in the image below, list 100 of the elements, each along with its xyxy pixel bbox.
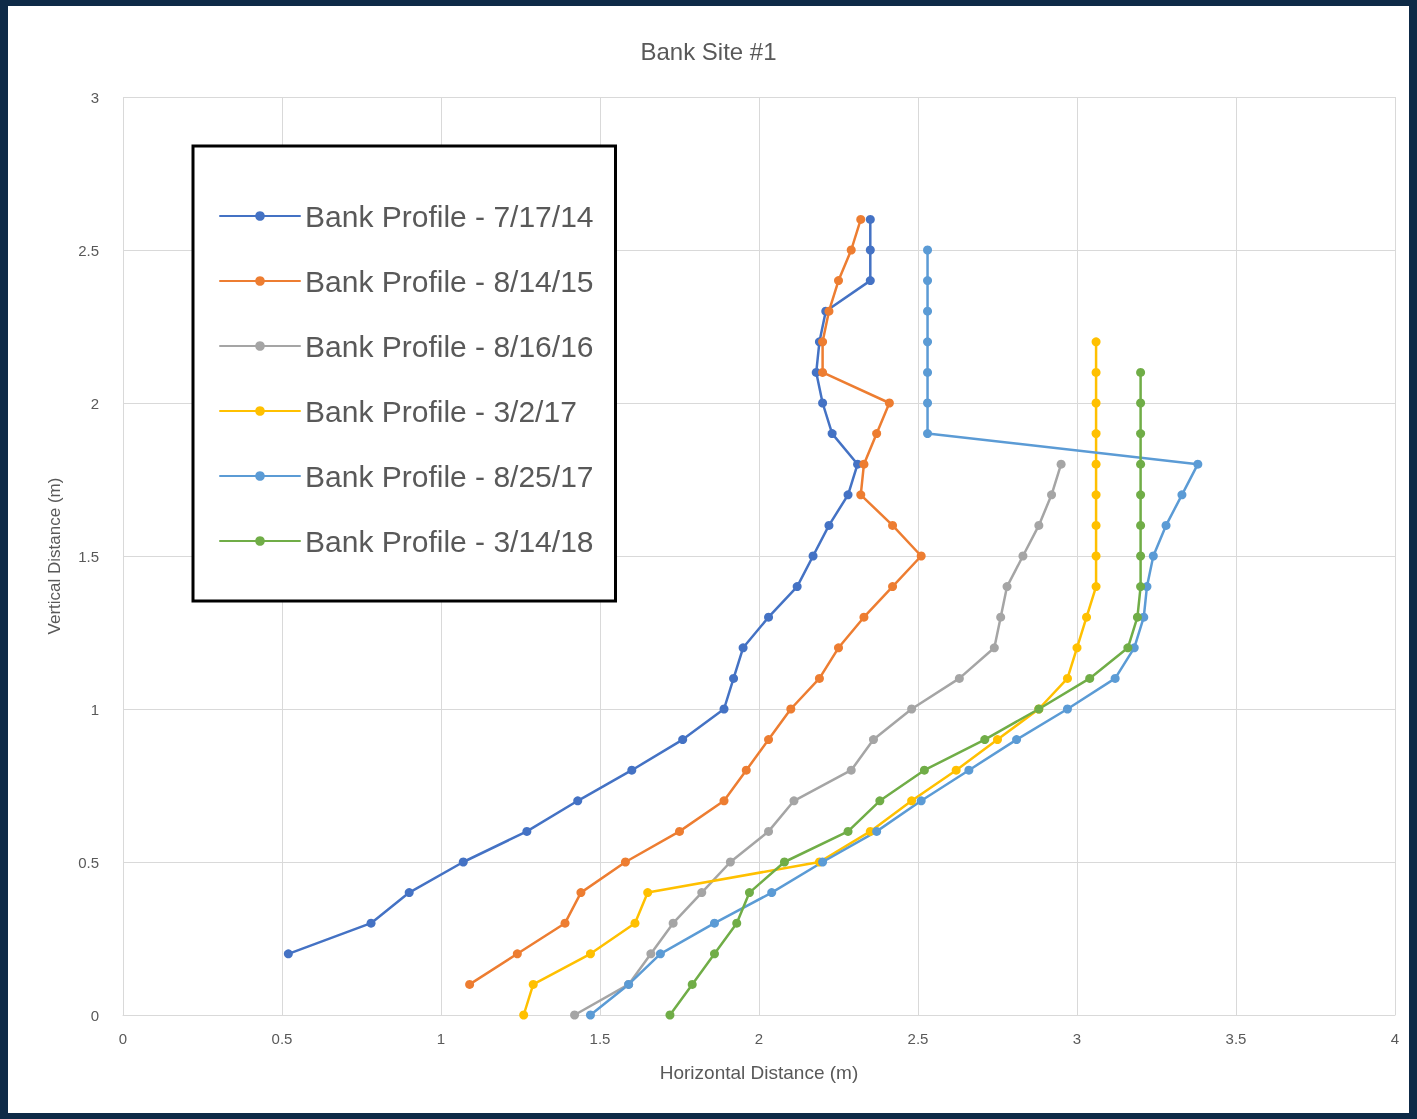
point [884,398,894,408]
y-tick-label: 0.5 [78,853,99,871]
point [1091,490,1101,500]
point [573,796,583,806]
point [1091,520,1101,530]
point [1091,429,1101,439]
x-tick-label: 0 [118,1030,128,1047]
point [923,245,933,255]
point [1018,551,1028,561]
point [404,888,414,898]
point [856,214,866,224]
y-tick-label: 3 [90,88,99,106]
point [1136,429,1146,439]
y-tick-label: 1.5 [78,547,99,565]
y-tick-label: 0 [90,1006,99,1024]
point [888,520,898,530]
point [824,520,834,530]
point [283,949,293,959]
point [1136,459,1146,469]
point [923,398,933,408]
point [1136,520,1146,530]
point [856,490,866,500]
x-tick-label: 2 [754,1030,764,1047]
point [1062,704,1072,714]
x-tick-label: 1 [436,1030,446,1047]
point [818,337,828,347]
point [996,612,1006,622]
point [1091,582,1101,592]
x-tick-label: 0.5 [271,1030,293,1047]
point [1161,520,1171,530]
point [764,735,774,745]
point [818,857,828,867]
x-tick-label: 1.5 [589,1030,611,1047]
point [786,704,796,714]
point [522,826,532,836]
point [725,857,735,867]
point [779,857,789,867]
point [814,673,824,683]
point [585,1010,595,1020]
point [1148,551,1158,561]
y-tick-label: 2.5 [78,241,99,259]
point [843,490,853,500]
y-tick-label: 1 [90,700,99,718]
point [709,918,719,928]
point [570,1010,580,1020]
point [655,949,665,959]
point [744,888,754,898]
point [993,735,1002,745]
point [923,429,933,439]
x-tick-label: 3 [1072,1030,1082,1047]
point [865,214,875,224]
point [1132,612,1142,622]
point [964,765,974,775]
point [458,857,468,867]
y-tick-label: 2 [90,394,99,412]
point [818,367,828,377]
point [465,979,475,989]
point [834,276,843,286]
point [859,612,869,622]
point [560,918,570,928]
point [1091,337,1101,347]
point [519,1010,529,1020]
point [834,643,843,653]
point [818,398,828,408]
point [643,888,653,898]
point [729,673,739,683]
point [907,796,917,806]
point [1047,490,1057,500]
point [627,765,637,775]
point [868,735,878,745]
point [1136,582,1146,592]
point [1193,459,1203,469]
point [827,429,837,439]
point [741,765,751,775]
point [808,551,818,561]
point [951,765,961,775]
point [1136,490,1146,500]
point [1091,367,1101,377]
point [792,582,802,592]
point [846,765,856,775]
point [865,245,875,255]
point [1091,398,1101,408]
point [764,826,774,836]
x-tick-label: 2.5 [907,1030,929,1047]
legend-label: Bank Profile - 3/2/17 [305,394,577,428]
point [668,918,678,928]
point [923,367,933,377]
point [1012,735,1022,745]
point [1085,673,1095,683]
point [872,429,882,439]
point [980,735,990,745]
point [764,612,774,622]
point [675,826,684,836]
point [846,245,856,255]
point [1136,551,1146,561]
point [1091,459,1101,469]
point [512,949,522,959]
point [923,276,933,286]
point [923,306,933,316]
x-tick-label: 3.5 [1225,1030,1247,1047]
